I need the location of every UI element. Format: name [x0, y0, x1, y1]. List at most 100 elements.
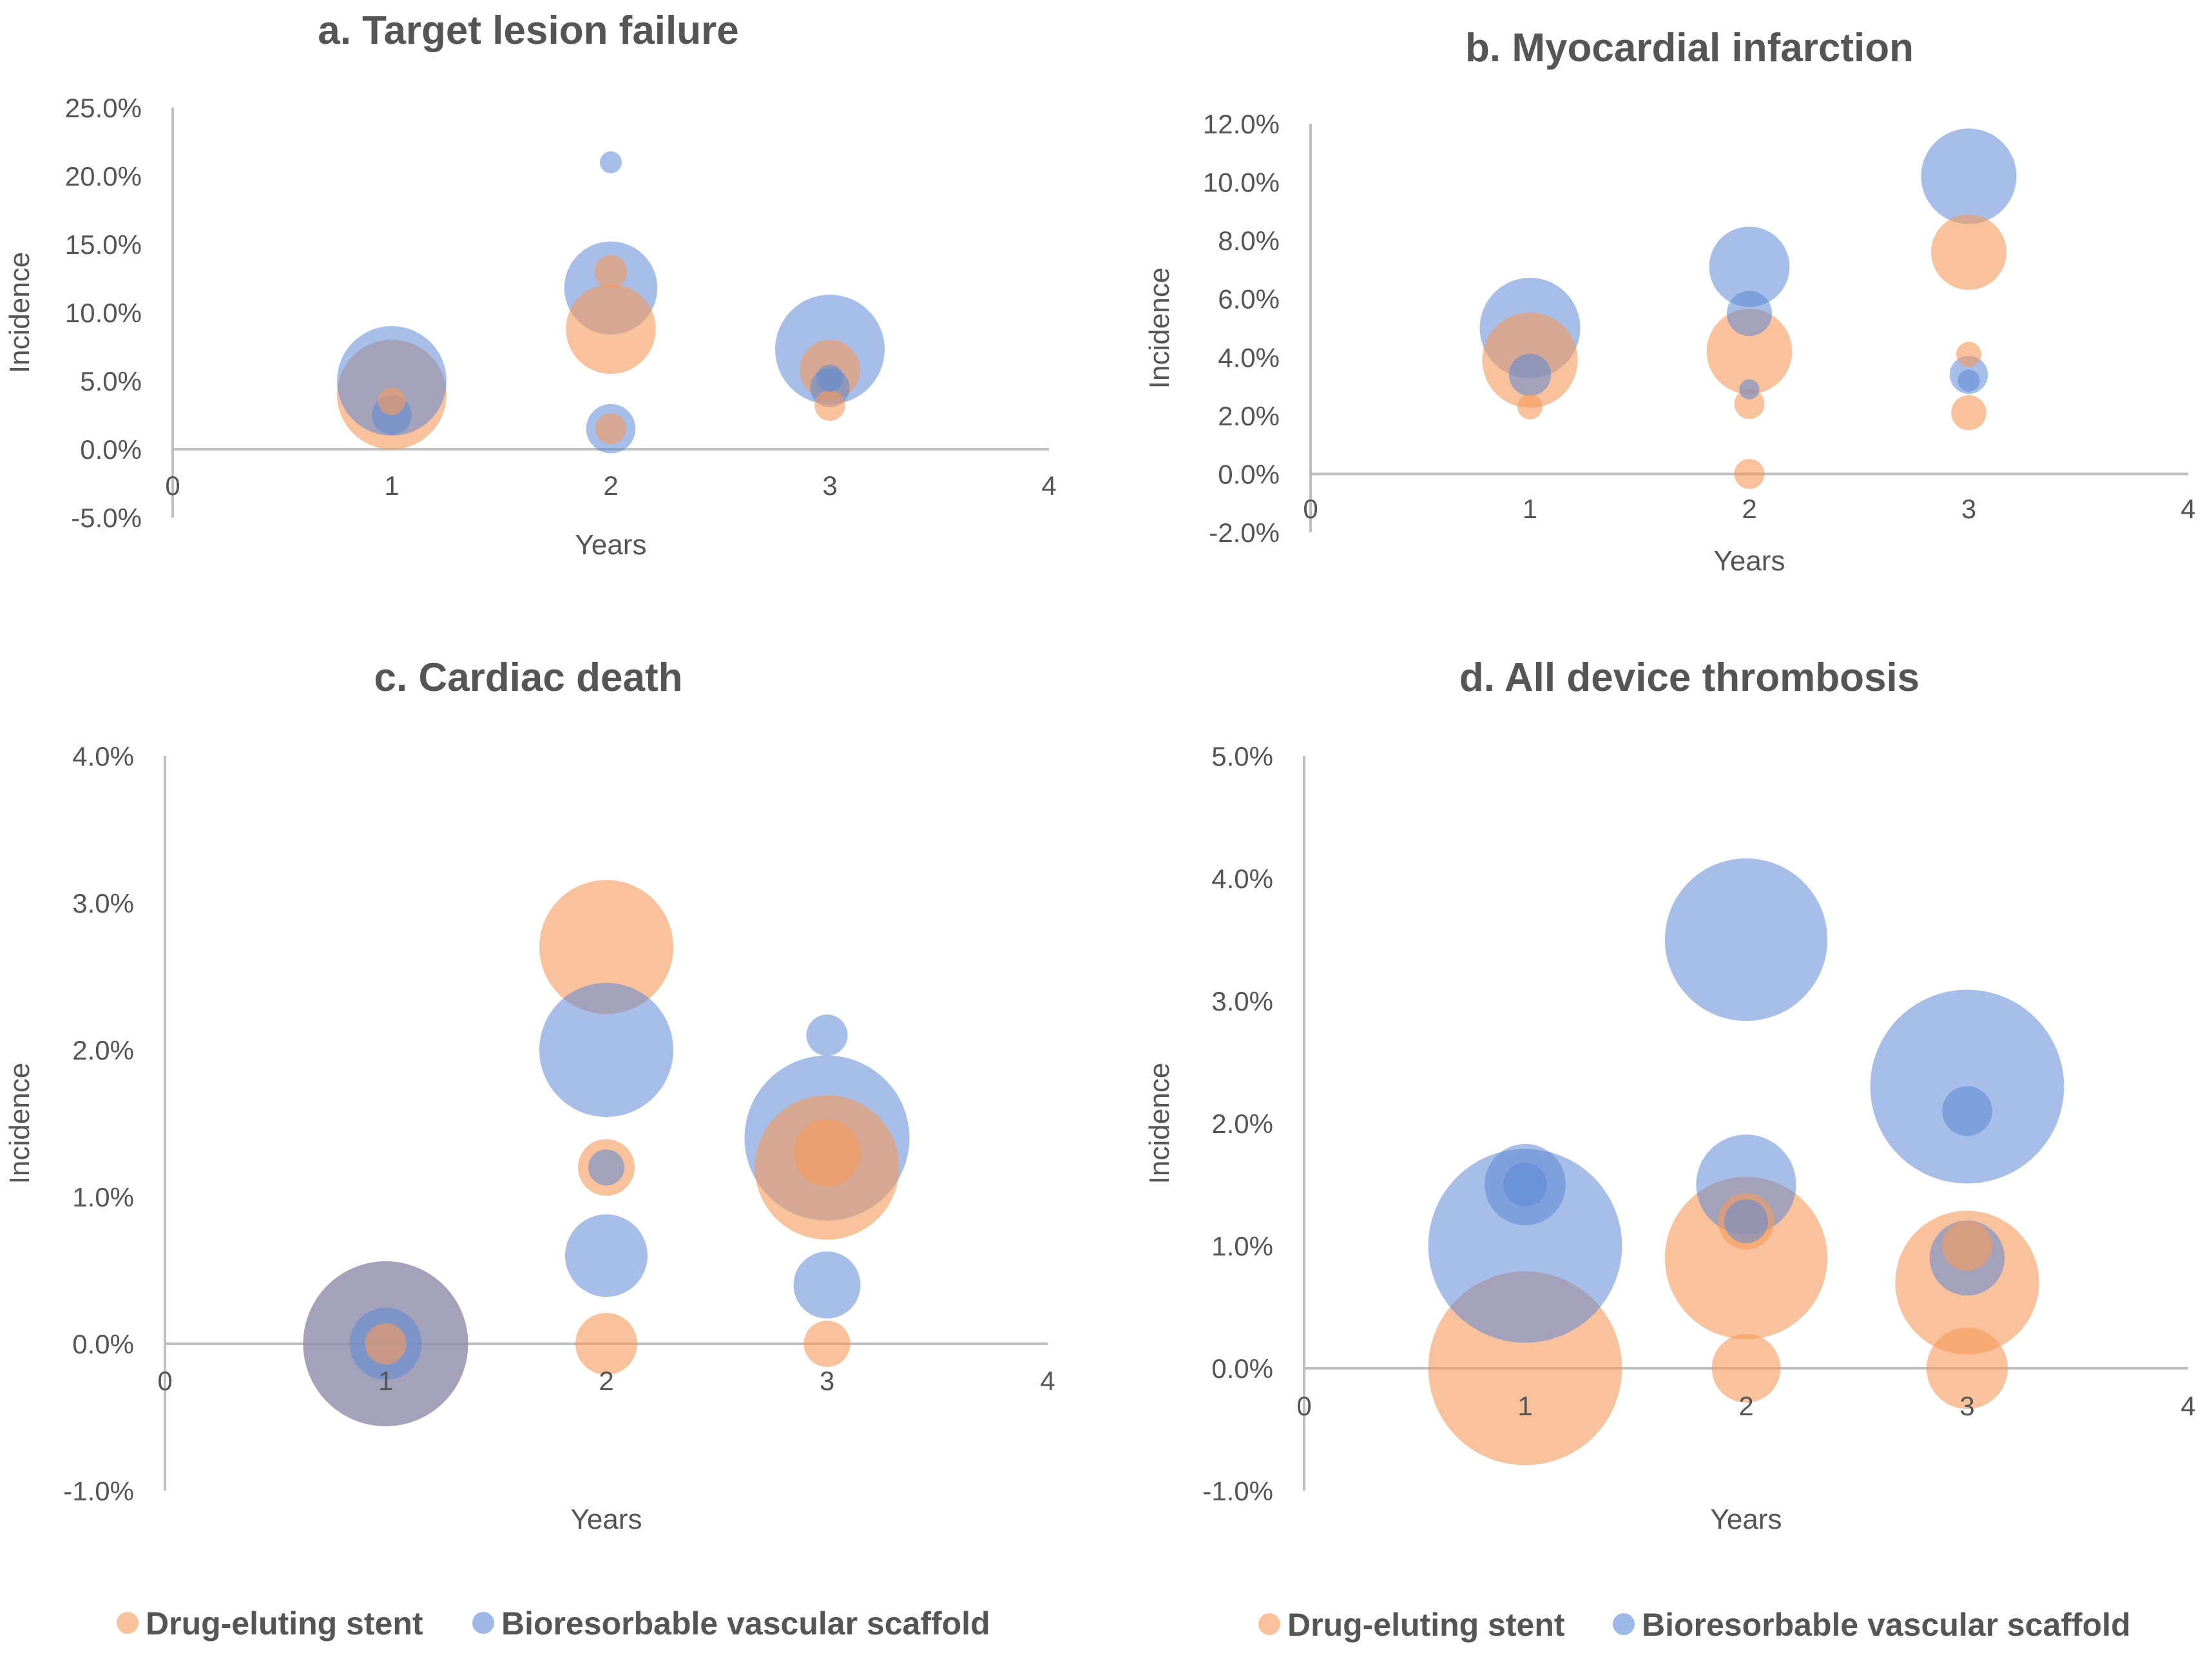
bubble-drug-eluting-stent — [575, 1313, 637, 1375]
y-axis-label: Incidence — [1144, 1063, 1175, 1184]
x-tick-label: 1 — [1523, 494, 1537, 524]
bubble-bioresorbable-scaffold — [1739, 379, 1760, 400]
legend-label-bvs: Bioresorbable vascular scaffold — [501, 1605, 990, 1642]
y-axis-label: Incidence — [4, 252, 35, 373]
x-tick-label: 2 — [603, 470, 618, 501]
legend-marker-des — [117, 1612, 139, 1634]
bubble-drug-eluting-stent — [1926, 1327, 2008, 1410]
panel-myocardial-infarction: b. Myocardial infarction -2.0% 0.0% 2.0% 4.0… — [1144, 26, 2196, 577]
bubble-drug-eluting-stent — [1706, 308, 1793, 394]
legend-label-bvs: Bioresorbable vascular scaffold — [1642, 1607, 2131, 1643]
bubble-bioresorbable-scaffold — [816, 364, 844, 392]
x-tick-label: 0 — [165, 470, 180, 501]
y-tick-label: 0.0% — [72, 1329, 134, 1359]
bubble-bioresorbable-scaffold — [1942, 1086, 1992, 1136]
x-tick-label: 2 — [599, 1366, 613, 1396]
y-tick-label: 1.0% — [1211, 1231, 1273, 1261]
bubble-bioresorbable-scaffold — [337, 326, 447, 436]
x-axis-label: Years — [1711, 1504, 1782, 1535]
y-axis-label: Incidence — [4, 1063, 35, 1184]
x-tick-label: 2 — [1738, 1391, 1753, 1421]
y-tick-label: 15.0% — [65, 229, 142, 260]
y-tick-label: -1.0% — [63, 1476, 134, 1506]
bubble-bioresorbable-scaffold — [1921, 128, 2017, 224]
bubble-drug-eluting-stent — [594, 255, 628, 288]
bubble-bioresorbable-scaffold — [793, 1251, 861, 1319]
x-tick-label: 3 — [822, 470, 837, 501]
bubble-drug-eluting-stent — [566, 284, 656, 374]
y-tick-label: 6.0% — [1218, 284, 1280, 315]
bubble-bioresorbable-scaffold — [1957, 369, 1980, 392]
bubble-drug-eluting-stent — [803, 1321, 851, 1367]
x-axis-label: Years — [571, 1504, 642, 1535]
y-tick-label: 0.0% — [1211, 1353, 1273, 1384]
bubble-drug-eluting-stent — [1734, 459, 1765, 489]
y-tick-label: 25.0% — [65, 93, 142, 123]
bubble-drug-eluting-stent — [1664, 1176, 1828, 1340]
x-axis-label: Years — [575, 529, 647, 561]
x-tick-label: 1 — [378, 1366, 393, 1396]
bubble-drug-eluting-stent — [793, 1119, 861, 1187]
bubble-drug-eluting-stent — [1517, 394, 1543, 420]
chart-title: d. All device thrombosis — [1459, 655, 1919, 700]
bubble-drug-eluting-stent — [378, 387, 406, 416]
x-tick-label: 0 — [157, 1366, 172, 1396]
y-tick-label: 12.0% — [1203, 109, 1280, 139]
bubble-bioresorbable-scaffold — [1508, 353, 1552, 396]
y-tick-label: 4.0% — [72, 741, 134, 771]
bubble-drug-eluting-stent — [1711, 1333, 1781, 1403]
y-tick-label: 8.0% — [1218, 226, 1280, 256]
y-tick-label: 4.0% — [1218, 342, 1280, 373]
y-tick-label: 2.0% — [72, 1035, 134, 1065]
y-tick-label: 5.0% — [80, 366, 142, 396]
panel-target-lesion-failure: a. Target lesion failure -5.0% 0.0% 5.0% 10.… — [4, 8, 1057, 561]
x-tick-label: 4 — [2180, 494, 2195, 524]
y-axis-label: Incidence — [1144, 267, 1175, 389]
y-tick-label: 10.0% — [65, 298, 142, 328]
bubble-drug-eluting-stent — [1956, 342, 1981, 367]
y-tick-label: 0.0% — [1218, 459, 1280, 489]
bubble-bioresorbable-scaffold — [600, 151, 622, 173]
chart-title: c. Cardiac death — [374, 655, 683, 700]
y-tick-label: 1.0% — [72, 1182, 134, 1212]
y-tick-label: 20.0% — [65, 161, 142, 191]
x-tick-label: 3 — [1959, 1391, 1974, 1421]
bubble-drug-eluting-stent — [1734, 389, 1765, 420]
bubble-bioresorbable-scaffold — [539, 983, 673, 1117]
bubble-drug-eluting-stent — [539, 880, 673, 1014]
bubble-bioresorbable-scaffold — [588, 1149, 624, 1186]
legend-marker-des — [1258, 1613, 1280, 1635]
bubble-bioresorbable-scaffold — [565, 1214, 648, 1297]
x-tick-label: 3 — [1961, 494, 1976, 524]
y-tick-label: 3.0% — [72, 888, 134, 918]
x-tick-label: 0 — [1296, 1391, 1311, 1421]
x-tick-label: 4 — [2180, 1391, 2195, 1421]
chart-title: b. Myocardial infarction — [1465, 26, 1914, 70]
legend-marker-bvs — [1613, 1613, 1635, 1635]
legend-marker-bvs — [472, 1612, 494, 1634]
y-tick-label: 2.0% — [1218, 401, 1280, 431]
y-tick-label: 5.0% — [1211, 741, 1273, 771]
y-tick-label: 0.0% — [80, 434, 142, 465]
bubble-bioresorbable-scaffold — [1664, 858, 1828, 1022]
panel-all-device-thrombosis: d. All device thrombosis -1.0% 0.0% 1.0% 2.0… — [1144, 655, 2196, 1535]
y-tick-label: 4.0% — [1211, 864, 1273, 894]
bubble-drug-eluting-stent — [1931, 214, 2006, 290]
x-tick-label: 4 — [1040, 1366, 1055, 1396]
bubble-drug-eluting-stent — [595, 413, 626, 444]
panel-cardiac-death: c. Cardiac death -1.0% 0.0% 1.0% 2.0% 3.0% 4.0… — [4, 655, 1055, 1535]
x-axis-label: Years — [1714, 545, 1785, 577]
legend-left: Drug-eluting stent Bioresorbable vascula… — [117, 1605, 990, 1642]
x-tick-label: 1 — [1517, 1391, 1532, 1421]
x-tick-label: 1 — [384, 470, 399, 501]
chart-title: a. Target lesion failure — [318, 8, 738, 53]
bubble-bioresorbable-scaffold — [1726, 291, 1773, 336]
y-tick-label: -2.0% — [1209, 518, 1280, 548]
bubble-bioresorbable-scaffold — [1503, 1163, 1547, 1206]
y-tick-label: -5.0% — [71, 503, 142, 533]
bubble-bioresorbable-scaffold — [806, 1014, 848, 1056]
bubble-drug-eluting-stent — [1942, 1221, 1992, 1271]
legend-label-des: Drug-eluting stent — [1287, 1607, 1565, 1643]
y-tick-label: 10.0% — [1203, 168, 1280, 198]
